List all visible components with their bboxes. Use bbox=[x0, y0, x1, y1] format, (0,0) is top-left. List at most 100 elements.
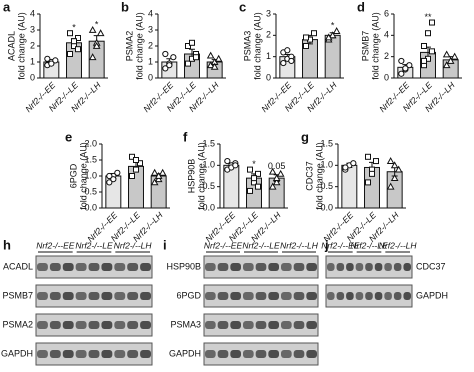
blot-band bbox=[346, 263, 354, 271]
blot-band bbox=[88, 350, 100, 358]
y-axis-label: fold change (AU) bbox=[314, 142, 324, 210]
blot-band bbox=[230, 321, 241, 329]
y-axis-label: CDC37 bbox=[304, 161, 314, 191]
blot-band bbox=[384, 292, 392, 300]
blot-band bbox=[37, 350, 48, 358]
point bbox=[272, 174, 281, 182]
panel-letter: a bbox=[3, 0, 11, 14]
point bbox=[133, 166, 139, 173]
point bbox=[268, 182, 277, 190]
y-tick-label: 1.0 bbox=[202, 160, 215, 170]
point bbox=[311, 30, 317, 37]
point bbox=[224, 157, 231, 165]
blot-row-label: PSMA2 bbox=[2, 319, 33, 329]
blot-band bbox=[205, 350, 216, 358]
y-tick-label: 2.0 bbox=[84, 138, 97, 148]
blot-band bbox=[306, 263, 317, 271]
point bbox=[442, 50, 451, 58]
blot-band bbox=[336, 292, 345, 300]
point bbox=[421, 43, 427, 49]
blot-band bbox=[374, 263, 383, 271]
point bbox=[133, 157, 139, 163]
blot-band bbox=[384, 263, 392, 271]
point bbox=[154, 171, 163, 179]
y-tick-label: 2 bbox=[148, 40, 153, 50]
blot-band bbox=[355, 263, 364, 271]
blot-band bbox=[140, 350, 151, 358]
blot-band bbox=[281, 292, 292, 300]
point bbox=[255, 183, 261, 190]
y-axis-label: 6PGD bbox=[68, 163, 78, 188]
point bbox=[365, 153, 371, 160]
y-tick-label: 0.5 bbox=[84, 186, 97, 196]
y-tick-label: 3 bbox=[30, 24, 35, 34]
y-tick-label: 4 bbox=[30, 8, 35, 18]
blot-row-label: GAPDH bbox=[416, 290, 448, 300]
blot-band bbox=[114, 292, 126, 300]
y-tick-label: 0.5 bbox=[202, 181, 215, 191]
y-tick-label: 1.0 bbox=[320, 160, 333, 170]
blot-group-label: Nrf2-/--LE bbox=[350, 240, 388, 250]
blot-band bbox=[140, 321, 151, 329]
blot-group-label: Nrf2-/--LE bbox=[75, 240, 113, 250]
blot-row-label: 6PGD bbox=[176, 290, 201, 300]
blot-band bbox=[393, 263, 402, 271]
point bbox=[442, 61, 451, 69]
blot-band bbox=[62, 321, 74, 329]
blot-band bbox=[293, 321, 305, 329]
point bbox=[276, 169, 285, 177]
annotation: * bbox=[252, 159, 256, 169]
blot-band bbox=[327, 292, 335, 300]
point bbox=[162, 50, 169, 58]
blot-band bbox=[293, 292, 305, 300]
y-tick-label: 4 bbox=[384, 30, 389, 40]
blot-band bbox=[127, 263, 139, 271]
y-tick-label: 3 bbox=[266, 8, 271, 18]
blot-band bbox=[403, 292, 411, 300]
point bbox=[342, 164, 349, 171]
y-tick-label: 4 bbox=[148, 8, 153, 18]
blot-band bbox=[268, 321, 279, 329]
y-axis-label: fold change (AU) bbox=[196, 142, 206, 210]
blot-band bbox=[268, 292, 279, 300]
y-axis-label: HSP90B bbox=[186, 159, 196, 194]
blot-band bbox=[217, 350, 229, 358]
blot-band bbox=[255, 263, 267, 271]
blot-band bbox=[306, 292, 317, 300]
point bbox=[106, 179, 113, 186]
blot-band bbox=[255, 350, 267, 358]
blot-band bbox=[37, 263, 48, 271]
y-tick-label: 6 bbox=[384, 8, 389, 18]
blot-band bbox=[49, 321, 61, 329]
point bbox=[398, 57, 405, 65]
point bbox=[450, 52, 459, 60]
blot-band bbox=[75, 350, 87, 358]
point bbox=[288, 57, 295, 65]
blot-band bbox=[127, 292, 139, 300]
blot-group-label: Nrf2-/--LH bbox=[280, 240, 319, 250]
point bbox=[272, 178, 281, 186]
point bbox=[75, 46, 81, 53]
y-tick-label: 1 bbox=[30, 56, 35, 66]
panel-letter: f bbox=[183, 129, 188, 144]
point bbox=[185, 43, 191, 49]
point bbox=[114, 169, 121, 176]
y-axis-label: fold change (AU) bbox=[370, 12, 380, 80]
blot-band bbox=[327, 263, 335, 271]
blot-row-label: HSP90B bbox=[166, 261, 201, 271]
y-tick-label: 0.5 bbox=[320, 181, 333, 191]
point bbox=[162, 65, 169, 72]
y-tick-label: 0 bbox=[266, 72, 271, 82]
point bbox=[402, 65, 409, 72]
annotation: * bbox=[331, 20, 335, 30]
blot-band bbox=[374, 292, 383, 300]
y-tick-label: 1.0 bbox=[84, 170, 97, 180]
point bbox=[232, 162, 239, 169]
blot-band bbox=[230, 350, 241, 358]
y-tick-label: 0.0 bbox=[84, 202, 97, 212]
y-axis-label: fold change (AU) bbox=[134, 12, 144, 80]
blot-band bbox=[243, 350, 254, 358]
blot-group-label: Nrf2-/--LH bbox=[379, 240, 418, 250]
y-tick-label: 2 bbox=[384, 51, 389, 61]
